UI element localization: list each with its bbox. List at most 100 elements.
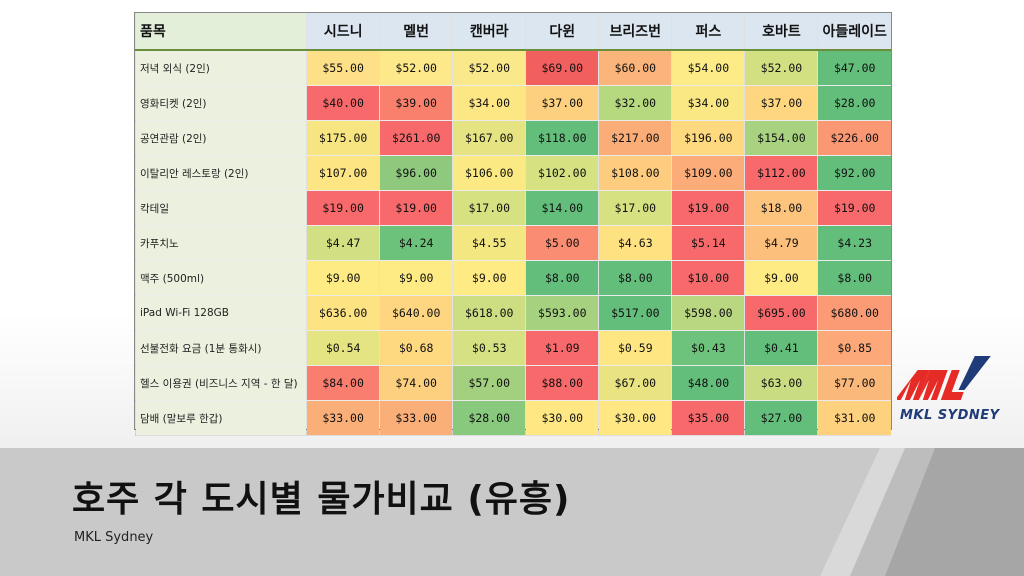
price-cell: $28.00 — [817, 85, 891, 121]
price-cell: $55.00 — [306, 50, 380, 86]
row-item-label: iPad Wi-Fi 128GB — [134, 295, 307, 331]
band-decoration — [0, 448, 1024, 576]
column-header-city: 캔버라 — [452, 13, 526, 51]
price-cell: $5.14 — [671, 225, 745, 261]
price-cell: $48.00 — [671, 365, 745, 401]
price-cell: $18.00 — [744, 190, 818, 226]
price-cell: $31.00 — [817, 400, 891, 436]
price-cell: $4.47 — [306, 225, 380, 261]
price-cell: $106.00 — [452, 155, 526, 191]
price-cell: $154.00 — [744, 120, 818, 156]
price-cell: $261.00 — [379, 120, 453, 156]
price-cell: $34.00 — [452, 85, 526, 121]
price-cell: $10.00 — [671, 260, 745, 296]
price-cell: $5.00 — [525, 225, 599, 261]
price-cell: $37.00 — [744, 85, 818, 121]
row-item-label: 카푸치노 — [134, 225, 307, 261]
price-cell: $593.00 — [525, 295, 599, 331]
price-cell: $167.00 — [452, 120, 526, 156]
price-cell: $74.00 — [379, 365, 453, 401]
price-cell: $1.09 — [525, 330, 599, 366]
price-cell: $52.00 — [379, 50, 453, 86]
price-table-container: 품목 시드니 멜번 캔버라 다윈 브리즈번 퍼스 호바트 아들레이드 저녁 외식 (2인) $55… — [134, 12, 892, 436]
table-row: 헬스 이용권 (비즈니스 지역 - 한 달) $84.00 $74.00 $57.00… — [134, 365, 891, 401]
price-cell: $32.00 — [598, 85, 672, 121]
price-cell: $9.00 — [306, 260, 380, 296]
price-cell: $52.00 — [744, 50, 818, 86]
table-row: 영화티켓 (2인) $40.00 $39.00 $34.00 $37.00 $32.00 $… — [134, 85, 891, 121]
table-row: iPad Wi-Fi 128GB $636.00 $640.00 $618.00 $59… — [134, 295, 891, 331]
price-cell: $107.00 — [306, 155, 380, 191]
price-cell: $9.00 — [744, 260, 818, 296]
table-header-row: 품목 시드니 멜번 캔버라 다윈 브리즈번 퍼스 호바트 아들레이드 — [134, 13, 891, 51]
price-cell: $84.00 — [306, 365, 380, 401]
row-item-label: 이탈리안 레스토랑 (2인) — [134, 155, 307, 191]
price-cell: $108.00 — [598, 155, 672, 191]
price-cell: $47.00 — [817, 50, 891, 86]
price-cell: $19.00 — [671, 190, 745, 226]
price-cell: $63.00 — [744, 365, 818, 401]
table-row: 저녁 외식 (2인) $55.00 $52.00 $52.00 $69.00 $60.00… — [134, 50, 891, 86]
column-header-city: 브리즈번 — [598, 13, 672, 51]
price-cell: $118.00 — [525, 120, 599, 156]
price-cell: $8.00 — [817, 260, 891, 296]
price-cell: $0.68 — [379, 330, 453, 366]
price-cell: $680.00 — [817, 295, 891, 331]
price-cell: $60.00 — [598, 50, 672, 86]
price-cell: $19.00 — [817, 190, 891, 226]
price-cell: $19.00 — [306, 190, 380, 226]
price-cell: $9.00 — [379, 260, 453, 296]
price-cell: $0.41 — [744, 330, 818, 366]
row-item-label: 영화티켓 (2인) — [134, 85, 307, 121]
price-cell: $598.00 — [671, 295, 745, 331]
price-cell: $4.63 — [598, 225, 672, 261]
price-cell: $54.00 — [671, 50, 745, 86]
column-header-city: 아들레이드 — [817, 13, 891, 51]
price-cell: $27.00 — [744, 400, 818, 436]
price-cell: $0.53 — [452, 330, 526, 366]
price-cell: $88.00 — [525, 365, 599, 401]
table-row: 카푸치노 $4.47 $4.24 $4.55 $5.00 $4.63 $5.14 $4.79 $… — [134, 225, 891, 261]
price-cell: $196.00 — [671, 120, 745, 156]
price-cell: $517.00 — [598, 295, 672, 331]
column-header-city: 시드니 — [306, 13, 380, 51]
row-item-label: 저녁 외식 (2인) — [134, 50, 307, 86]
price-cell: $102.00 — [525, 155, 599, 191]
price-cell: $28.00 — [452, 400, 526, 436]
logo-wordmark: MKL SYDNEY — [900, 408, 1000, 423]
price-cell: $77.00 — [817, 365, 891, 401]
table-row: 이탈리안 레스토랑 (2인) $107.00 $96.00 $106.00 $102.0… — [134, 155, 891, 191]
table-row: 칵테일 $19.00 $19.00 $17.00 $14.00 $17.00 $19.00 $… — [134, 190, 891, 226]
price-cell: $618.00 — [452, 295, 526, 331]
price-cell: $4.23 — [817, 225, 891, 261]
row-item-label: 선불전화 요금 (1분 통화시) — [134, 330, 307, 366]
price-cell: $35.00 — [671, 400, 745, 436]
price-cell: $112.00 — [744, 155, 818, 191]
table-row: 선불전화 요금 (1분 통화시) $0.54 $0.68 $0.53 $1.09 $0.5… — [134, 330, 891, 366]
mkl-logo-icon — [897, 356, 991, 400]
row-item-label: 헬스 이용권 (비즈니스 지역 - 한 달) — [134, 365, 307, 401]
price-cell: $33.00 — [306, 400, 380, 436]
price-cell: $9.00 — [452, 260, 526, 296]
price-cell: $69.00 — [525, 50, 599, 86]
price-cell: $92.00 — [817, 155, 891, 191]
price-cell: $4.79 — [744, 225, 818, 261]
price-cell: $30.00 — [598, 400, 672, 436]
price-cell: $0.54 — [306, 330, 380, 366]
price-cell: $30.00 — [525, 400, 599, 436]
column-header-city: 다윈 — [525, 13, 599, 51]
column-header-city: 멜번 — [379, 13, 453, 51]
price-cell: $8.00 — [598, 260, 672, 296]
price-cell: $17.00 — [598, 190, 672, 226]
price-cell: $636.00 — [306, 295, 380, 331]
price-cell: $4.24 — [379, 225, 453, 261]
price-cell: $19.00 — [379, 190, 453, 226]
table-row: 맥주 (500ml) $9.00 $9.00 $9.00 $8.00 $8.00 $10.0… — [134, 260, 891, 296]
price-cell: $96.00 — [379, 155, 453, 191]
row-item-label: 담배 (말보루 한갑) — [134, 400, 307, 436]
title-band — [0, 448, 1024, 576]
row-item-label: 칵테일 — [134, 190, 307, 226]
table-row: 담배 (말보루 한갑) $33.00 $33.00 $28.00 $30.00 $30.0… — [134, 400, 891, 436]
price-cell: $52.00 — [452, 50, 526, 86]
